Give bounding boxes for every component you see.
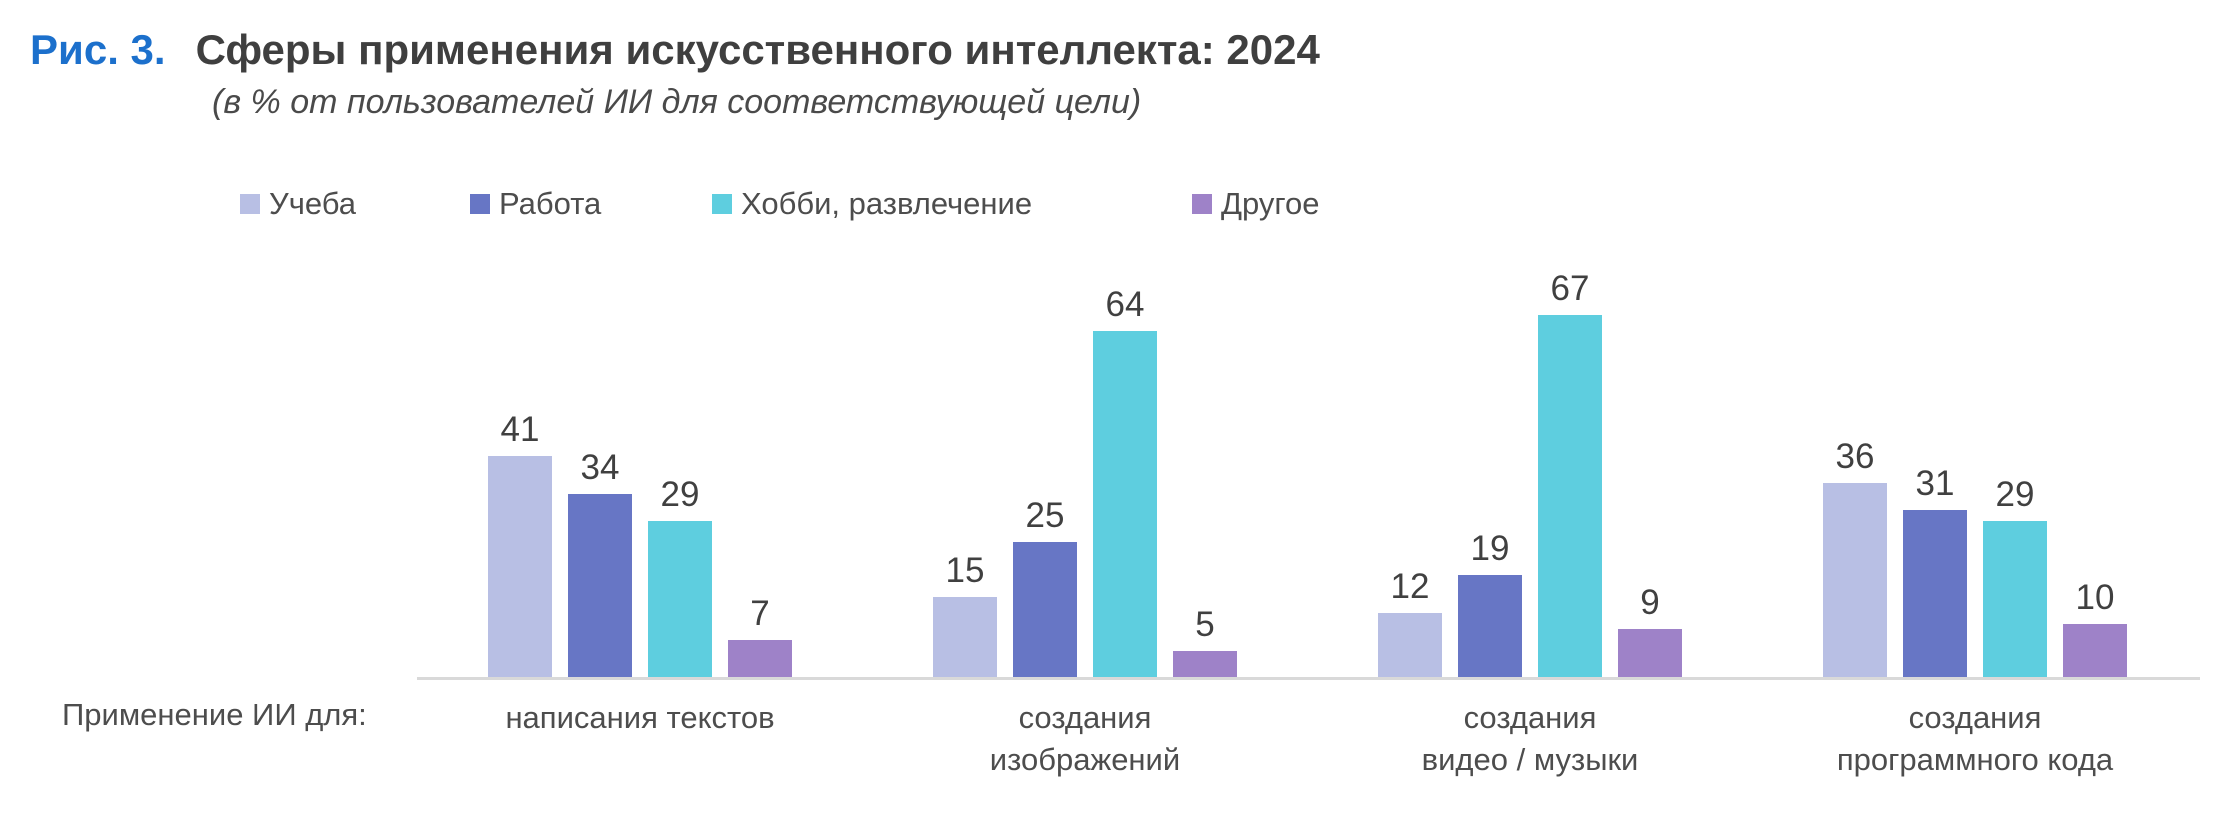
x-axis-line — [417, 677, 2200, 680]
value-label-study-creating-code: 36 — [1835, 437, 1875, 476]
bar-other-writing-texts — [728, 640, 792, 678]
bar-hobby-entertainment-creating-code — [1983, 521, 2047, 678]
bar-hobby-entertainment-creating-images — [1093, 331, 1157, 678]
legend-item-work: Работа — [470, 186, 601, 222]
legend-item-hobby-entertainment: Хобби, развлечение — [712, 186, 1032, 222]
value-label-study-creating-video-music: 12 — [1390, 567, 1430, 606]
bar-group-writing-texts-other: 7 — [728, 596, 792, 678]
bar-study-writing-texts — [488, 456, 552, 678]
bar-work-creating-code — [1903, 510, 1967, 678]
bar-study-creating-images — [933, 597, 997, 678]
value-label-study-creating-images: 15 — [945, 551, 985, 590]
x-axis-caption: Применение ИИ для: — [62, 697, 367, 732]
legend-item-other: Другое — [1192, 186, 1320, 222]
bar-group-creating-code-study: 36 — [1823, 439, 1887, 678]
figure-subtitle: (в % от пользователей ИИ для соответству… — [212, 83, 1142, 121]
legend-label-work: Работа — [499, 186, 602, 221]
value-label-hobby-entertainment-creating-video-music: 67 — [1550, 269, 1590, 308]
bar-group-creating-images-study: 15 — [933, 553, 997, 678]
bar-study-creating-video-music — [1378, 613, 1442, 678]
bar-work-creating-video-music — [1458, 575, 1522, 678]
bar-other-creating-video-music — [1618, 629, 1682, 678]
value-label-other-creating-images: 5 — [1195, 605, 1215, 644]
bar-group-creating-video-music-hobby-entertainment: 67 — [1538, 271, 1602, 678]
category-label-writing-texts: написания текстов — [505, 700, 775, 735]
value-label-work-creating-video-music: 19 — [1470, 529, 1510, 568]
bar-group-writing-texts-study: 41 — [488, 412, 552, 678]
value-label-work-creating-code: 31 — [1915, 464, 1955, 503]
value-label-hobby-entertainment-creating-code: 29 — [1995, 475, 2035, 514]
bar-group-creating-code-hobby-entertainment: 29 — [1983, 477, 2047, 678]
bar-other-creating-code — [2063, 624, 2127, 678]
bar-group-creating-video-music-other: 9 — [1618, 585, 1682, 678]
figure-title: Сферы применения искусственного интеллек… — [195, 26, 1320, 73]
category-label-creating-images: создания изображений — [989, 700, 1181, 777]
legend-label-study: Учеба — [269, 186, 357, 221]
legend-label-hobby-entertainment: Хобби, развлечение — [741, 186, 1033, 221]
value-label-other-writing-texts: 7 — [750, 594, 770, 633]
bar-group-writing-texts-work: 34 — [568, 450, 632, 678]
bar-hobby-entertainment-creating-video-music — [1538, 315, 1602, 678]
figure-number-label: Рис. 3. — [30, 26, 166, 73]
bar-other-creating-images — [1173, 651, 1237, 678]
category-label-creating-code: создания программного кода — [1836, 700, 2114, 777]
legend-item-study: Учеба — [240, 186, 356, 222]
value-label-study-writing-texts: 41 — [500, 410, 540, 449]
value-label-hobby-entertainment-creating-images: 64 — [1105, 285, 1145, 324]
bar-group-creating-video-music-work: 19 — [1458, 531, 1522, 678]
value-label-work-creating-images: 25 — [1025, 496, 1065, 535]
bar-work-creating-images — [1013, 542, 1077, 678]
bar-group-creating-images-hobby-entertainment: 64 — [1093, 287, 1157, 678]
bar-group-creating-code-other: 10 — [2063, 580, 2127, 678]
bar-study-creating-code — [1823, 483, 1887, 678]
legend-label-other: Другое — [1221, 186, 1320, 221]
figure-title-row: Рис. 3. Сферы применения искусственного и… — [30, 24, 1320, 76]
legend-swatch-other — [1192, 194, 1212, 214]
bar-group-creating-images-other: 5 — [1173, 607, 1237, 678]
legend-swatch-hobby-entertainment — [712, 194, 732, 214]
value-label-other-creating-video-music: 9 — [1640, 583, 1660, 622]
value-label-work-writing-texts: 34 — [580, 448, 620, 487]
legend-swatch-study — [240, 194, 260, 214]
bar-group-writing-texts-hobby-entertainment: 29 — [648, 477, 712, 678]
bar-work-writing-texts — [568, 494, 632, 678]
bar-hobby-entertainment-writing-texts — [648, 521, 712, 678]
value-label-other-creating-code: 10 — [2075, 578, 2115, 617]
bar-group-creating-video-music-study: 12 — [1378, 569, 1442, 678]
legend-swatch-work — [470, 194, 490, 214]
category-label-creating-video-music: создания видео / музыки — [1421, 700, 1639, 777]
value-label-hobby-entertainment-writing-texts: 29 — [660, 475, 700, 514]
bar-group-creating-code-work: 31 — [1903, 466, 1967, 678]
bar-group-creating-images-work: 25 — [1013, 498, 1077, 678]
